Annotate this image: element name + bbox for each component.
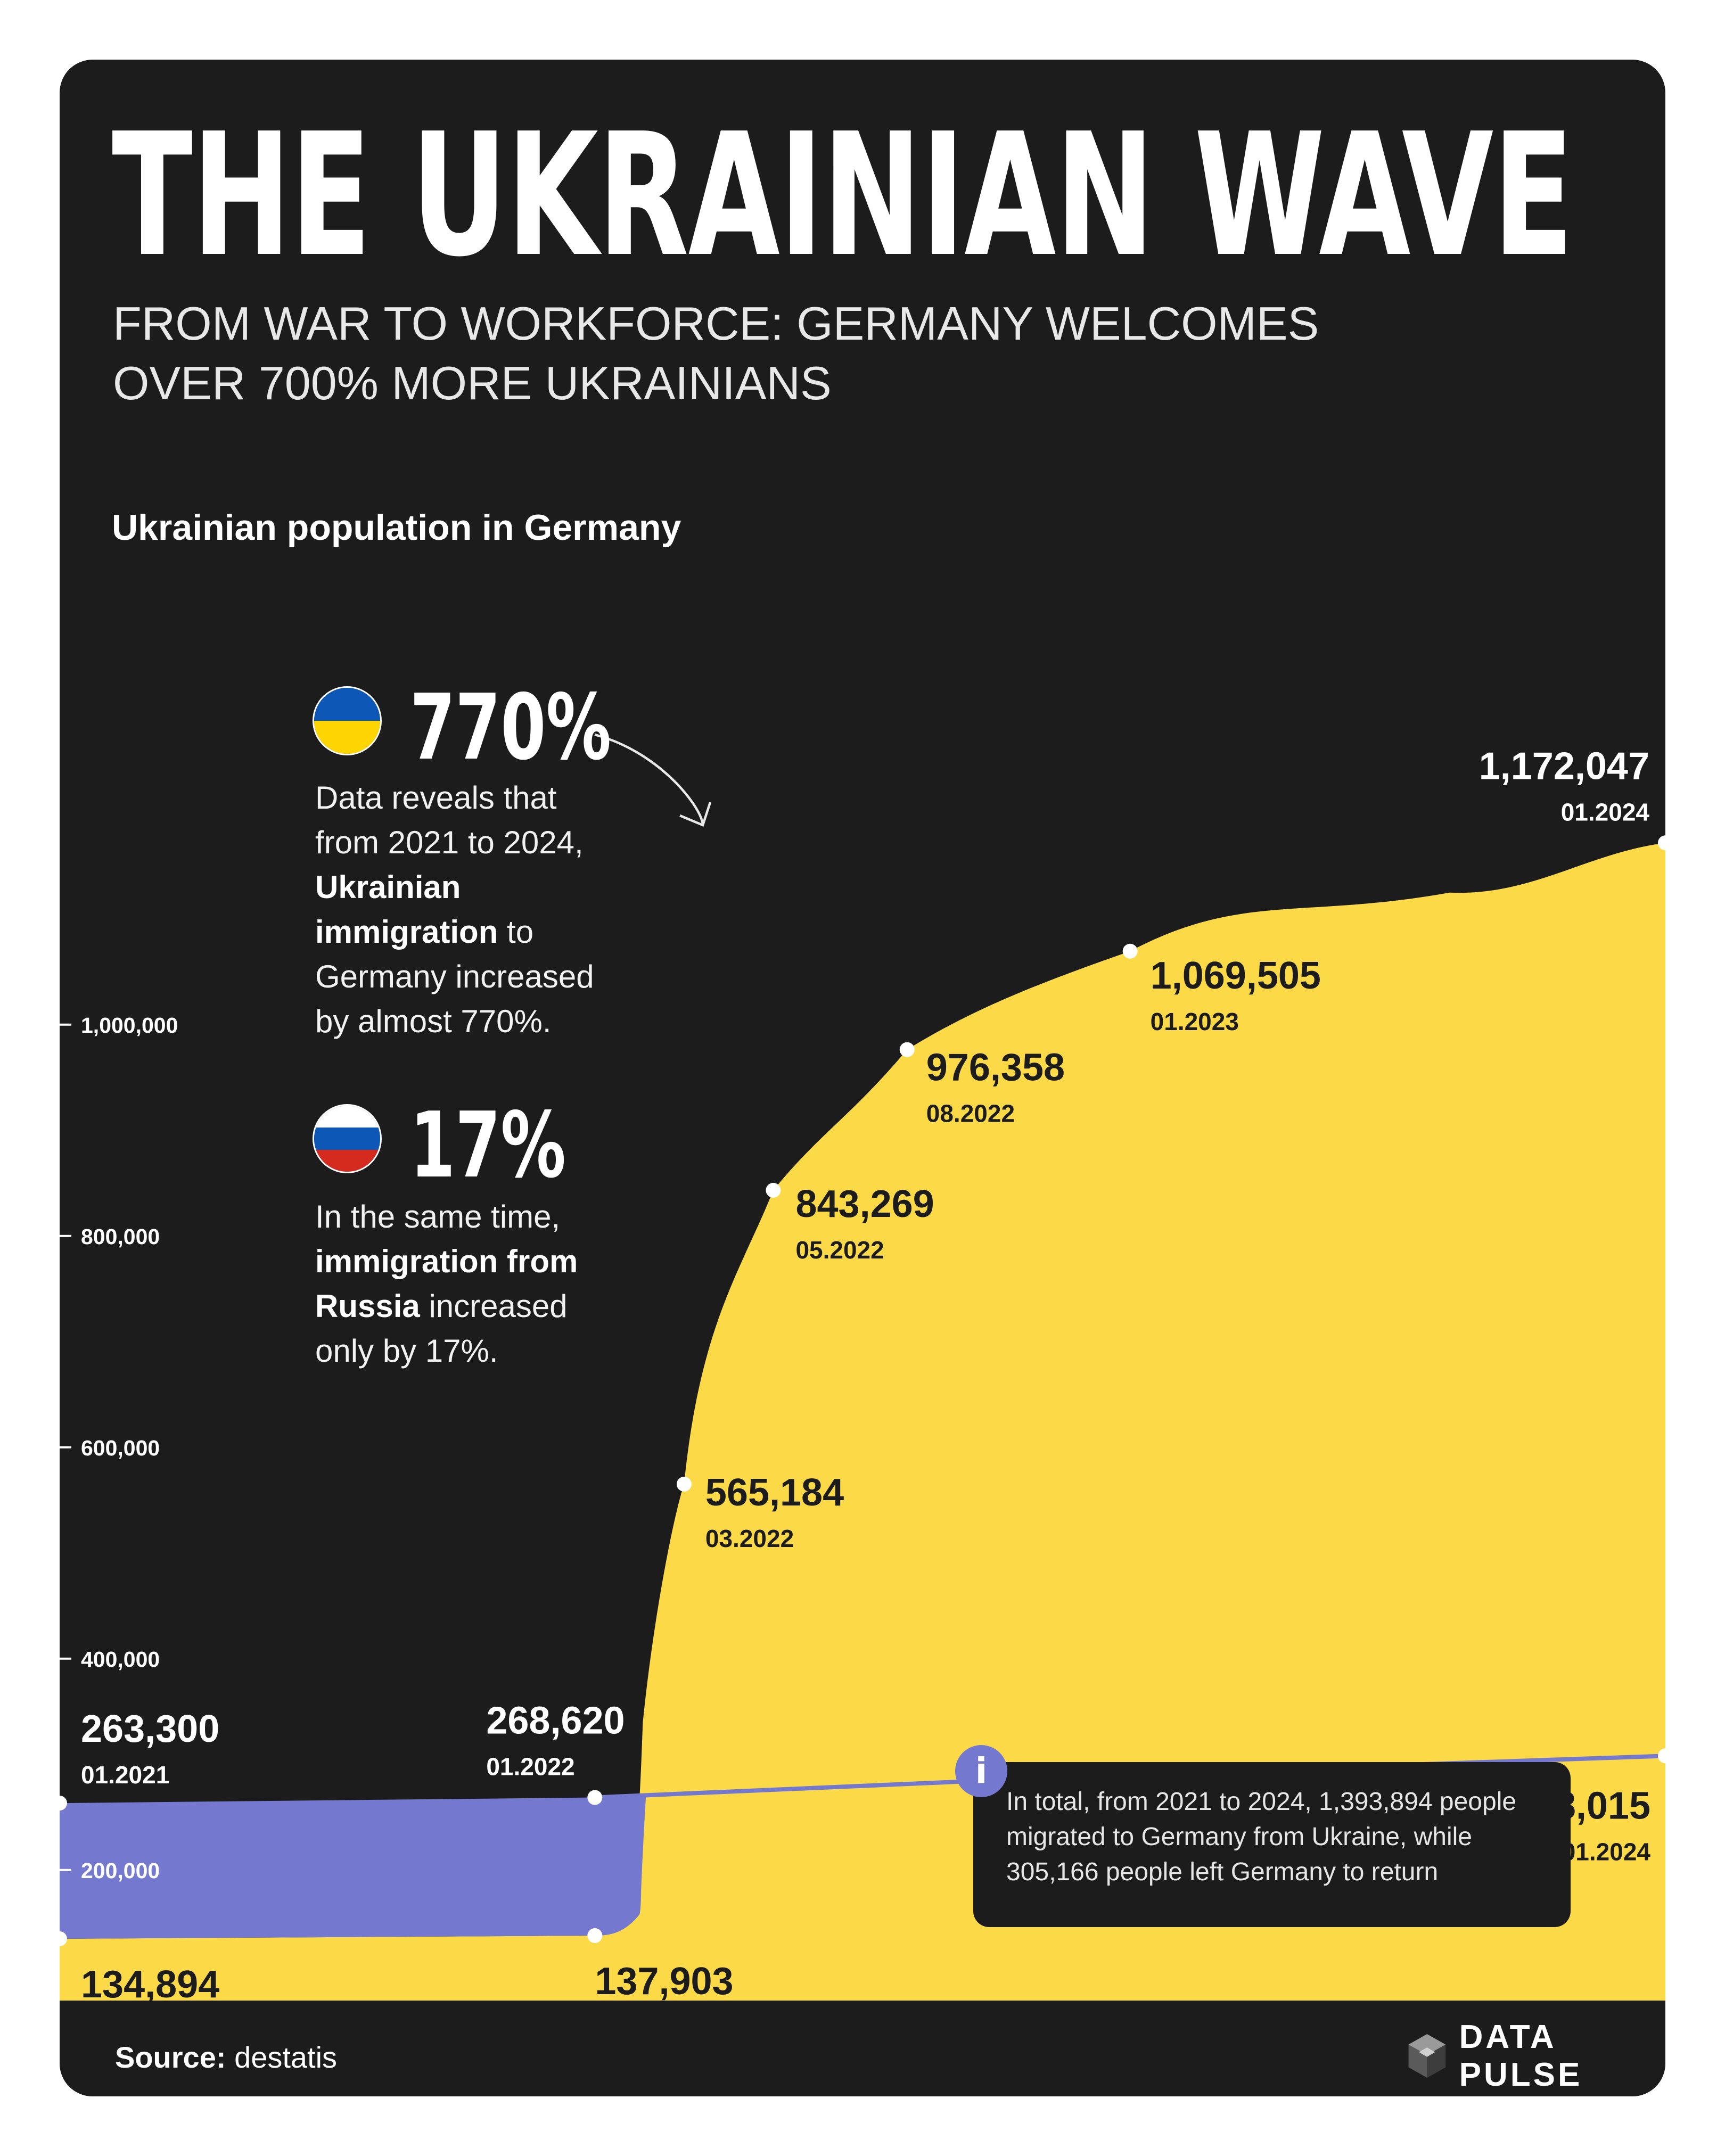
ukraine-bold-1: Ukrainian	[315, 869, 461, 905]
ukraine-date-label: 05.2022	[795, 1236, 884, 1264]
ukraine-line-4: Germany increased	[315, 959, 594, 994]
ukraine-value-label: 843,269	[795, 1183, 934, 1225]
ukraine-date-label: 03.2022	[705, 1525, 794, 1552]
y-tick-label: 1,000,000	[81, 1013, 178, 1038]
ukraine-date-label: 01.2024	[1561, 798, 1650, 826]
curved-arrow-icon	[594, 733, 704, 824]
ukraine-data-point	[60, 1931, 67, 1946]
source-label: Source:	[115, 2040, 226, 2074]
source-value: destatis	[234, 2040, 338, 2074]
info-icon: i	[955, 1745, 1007, 1797]
ukraine-data-point	[676, 1476, 692, 1492]
info-text: In total, from 2021 to 2024, 1,393,894 p…	[1006, 1788, 1517, 1886]
ukraine-flag-icon	[314, 688, 380, 754]
russia-area	[60, 1795, 646, 1939]
ukraine-date-label: 01.2023	[1151, 1008, 1239, 1035]
russia-value-label: 263,300	[81, 1708, 219, 1750]
chart: 1,000,000 800,000 600,000 400,000 200,000 13…	[60, 733, 1665, 2044]
ukraine-bold-2: immigration	[315, 914, 498, 950]
ukraine-stat-text: Data reveals that from 2021 to 2024, Ukr…	[315, 776, 645, 1044]
ukraine-date-label: 08.2022	[926, 1100, 1015, 1128]
arrow-head-icon	[679, 802, 712, 827]
y-axis-ticks: 1,000,000 800,000 600,000 400,000 200,000	[60, 1013, 178, 1883]
y-tick-label: 800,000	[81, 1224, 160, 1249]
russia-date-label: 01.2024	[1562, 1838, 1651, 1865]
ukraine-stat-value: 770%	[410, 675, 612, 780]
russia-data-point	[1658, 1748, 1665, 1764]
ukraine-line-2: from 2021 to 2024,	[315, 825, 584, 860]
page-title: THE UKRAINIAN WAVE	[112, 97, 1574, 294]
subtitle: FROM WAR TO WORKFORCE: GERMANY WELCOMES …	[113, 294, 1337, 413]
ukraine-line-1: Data reveals that	[315, 780, 557, 816]
y-tick-label: 400,000	[81, 1647, 160, 1672]
russia-date-label: 01.2021	[81, 1761, 169, 1789]
ukraine-value-label: 1,172,047	[1479, 745, 1649, 787]
ukraine-value-label: 1,069,505	[1151, 954, 1321, 997]
russia-flag-icon	[314, 1106, 380, 1172]
russia-data-point	[587, 1790, 603, 1805]
russia-stat-text: In the same time, immigration from Russi…	[315, 1195, 645, 1373]
ukraine-area	[60, 843, 1665, 2008]
russia-line-3: only by 17%.	[315, 1333, 498, 1369]
flag-blue-band	[314, 1128, 380, 1150]
russia-line-2: increased	[429, 1288, 568, 1324]
source-credit: Source: destatis	[115, 2040, 337, 2075]
ukraine-data-point	[899, 1042, 915, 1057]
data-pulse-logo-icon	[1408, 2034, 1446, 2078]
ukraine-data-point	[587, 1928, 603, 1944]
russia-date-label: 01.2022	[486, 1753, 574, 1781]
subtitle-line-1: FROM WAR TO WORKFORCE: GERMANY WELCOMES	[113, 297, 1319, 350]
ukraine-value-label: 134,894	[81, 1963, 219, 2006]
ukraine-value-label: 565,184	[705, 1471, 844, 1514]
info-box	[973, 1762, 1571, 1927]
ukraine-line-5: by almost 770%.	[315, 1003, 552, 1039]
subtitle-line-2: OVER 700% MORE UKRAINIANS	[113, 357, 832, 409]
ukraine-value-label: 976,358	[926, 1047, 1065, 1089]
russia-stat-value: 17%	[410, 1093, 566, 1198]
brand-name: DATA PULSE	[1459, 2019, 1583, 2093]
russia-data-point	[60, 1796, 67, 1811]
russia-value-label: 268,620	[486, 1700, 625, 1742]
infographic-card: 1,000,000 800,000 600,000 400,000 200,000 13…	[60, 60, 1665, 2096]
footer	[60, 2001, 1665, 2096]
ukraine-data-point	[1658, 835, 1665, 851]
brand: DATA PULSE	[1407, 2019, 1665, 2093]
chart-label: Ukrainian population in Germany	[112, 507, 681, 548]
ukraine-data-point	[1122, 943, 1138, 959]
y-tick-label: 200,000	[81, 1858, 160, 1883]
ukraine-data-point	[766, 1182, 781, 1198]
russia-line-1: In the same time,	[315, 1199, 561, 1235]
ukraine-value-label: 137,903	[595, 1960, 733, 2003]
russia-bold-2: Russia	[315, 1288, 420, 1324]
russia-bold-1: immigration from	[315, 1244, 578, 1279]
ukraine-line-3: to	[507, 914, 534, 950]
y-tick-label: 600,000	[81, 1436, 160, 1460]
